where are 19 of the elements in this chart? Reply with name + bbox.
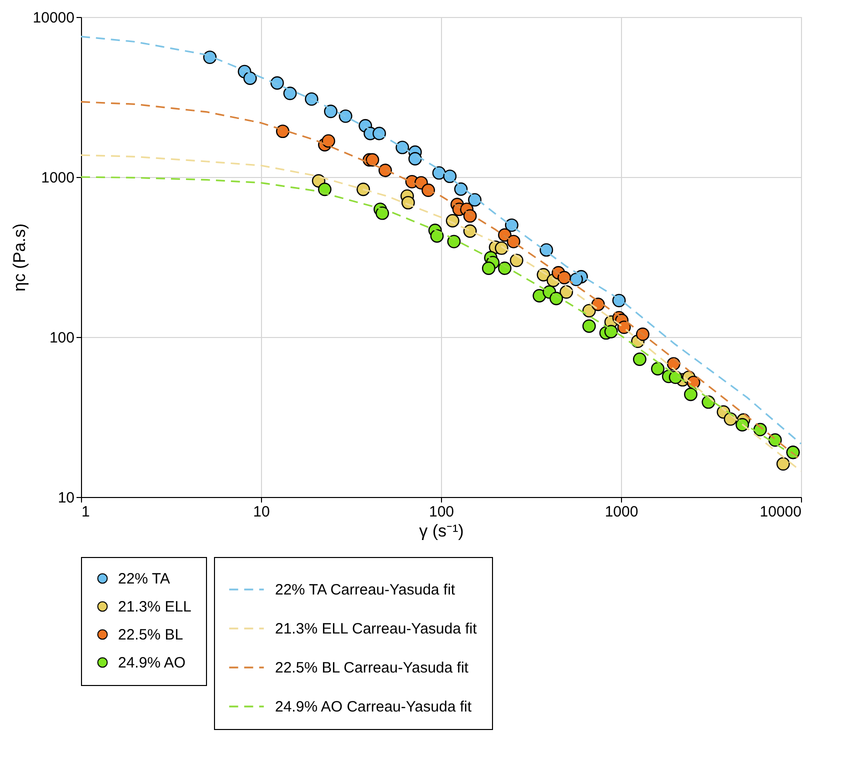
y-tick-label: 1000 (41, 170, 74, 186)
x-tick-label: 10 (253, 504, 270, 520)
y-axis-title: ηc (Pa.s) (10, 223, 29, 292)
legend-label: 22.5% BL (118, 626, 184, 644)
legend-label: 21.3% ELL (118, 598, 192, 616)
legend-label: 22.5% BL Carreau-Yasuda fit (275, 660, 470, 676)
x-tick-label: 100 (428, 504, 454, 520)
x-tick-label: 10000 (760, 504, 802, 520)
x-tick-label: 1000 (604, 504, 638, 520)
x-axis-title: γ (s⁻¹) (419, 522, 464, 540)
legend-label: 22% TA Carreau-Yasuda fit (275, 582, 456, 598)
legend-label: 24.9% AO Carreau-Yasuda fit (275, 698, 472, 716)
y-tick-label: 100 (49, 330, 74, 346)
legend-label: 21.3% ELL Carreau-Yasuda fit (275, 620, 478, 638)
legend-label: 24.9% AO (118, 654, 186, 672)
legend-label: 22% TA (118, 570, 170, 588)
y-tick-label: 10000 (32, 10, 74, 26)
x-tick-label: 1 (82, 504, 90, 520)
y-tick-label: 10 (58, 490, 74, 506)
